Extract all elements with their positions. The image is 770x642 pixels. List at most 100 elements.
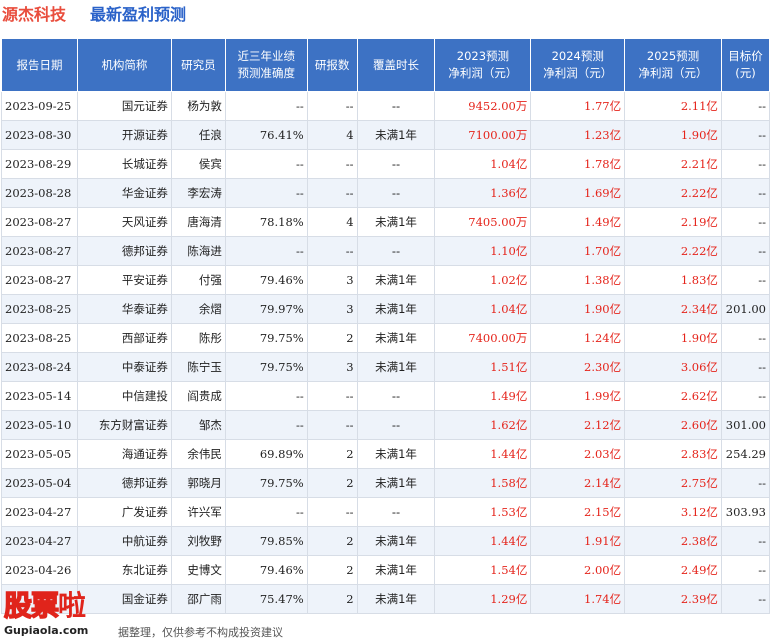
table-row[interactable]: 2023-08-25 华泰证券 余熠 79.97% 3 未满1年 1.04亿 1.90亿 2.3… <box>1 294 770 324</box>
column-header-coverage[interactable]: 覆盖时长 <box>356 38 436 92</box>
table-row[interactable]: 2023-05-04 德邦证券 郭晓月 79.75% 2 未满1年 1.58亿 2.14亿 2.… <box>1 468 770 498</box>
cell-institution: 中信建投 <box>76 381 172 411</box>
cell-profit-2023: 1.53亿 <box>434 497 532 527</box>
cell-institution: 西部证券 <box>76 323 172 353</box>
column-header-profit-2025[interactable]: 2025预测 净利润（元） <box>624 38 722 92</box>
cell-target-price: 303.93 <box>720 497 770 527</box>
table-row[interactable]: 2023-08-27 平安证券 付强 79.46% 3 未满1年 1.02亿 1.38亿 1.8… <box>1 265 770 295</box>
cell-coverage: 未满1年 <box>356 352 436 382</box>
table-row[interactable]: 2023-04-26 东北证券 史博文 79.46% 2 未满1年 1.54亿 2.00亿 2.… <box>1 555 770 585</box>
cell-profit-2025: 3.06亿 <box>624 352 722 382</box>
table-row[interactable]: 2023-08-29 长城证券 侯宾 -- -- -- 1.04亿 1.78亿 2.21亿 -- <box>1 149 770 179</box>
cell-analyst: 刘牧野 <box>170 526 226 556</box>
cell-profit-2025: 1.83亿 <box>624 265 722 295</box>
table-row[interactable]: 2023-04-27 广发证券 许兴军 -- -- -- 1.53亿 2.15亿 3.12亿 30… <box>1 497 770 527</box>
table-row[interactable]: 2023-05-05 海通证券 余伟民 69.89% 2 未满1年 1.44亿 2.03亿 2.… <box>1 439 770 469</box>
cell-report-count: -- <box>306 410 358 440</box>
cell-report-count: 2 <box>306 323 358 353</box>
column-header-institution[interactable]: 机构简称 <box>76 38 172 92</box>
cell-institution: 天风证券 <box>76 207 172 237</box>
cell-report-count: 2 <box>306 555 358 585</box>
cell-coverage: -- <box>356 381 436 411</box>
cell-target-price: 301.00 <box>720 410 770 440</box>
title-bar: 源杰科技 最新盈利预测 <box>0 0 770 34</box>
gupiaola-logo: 股票啦 <box>3 589 86 623</box>
cell-profit-2024: 1.38亿 <box>530 265 626 295</box>
cell-report-count: -- <box>306 91 358 121</box>
disclaimer-text: 据整理，仅供参考不构成投资建议 <box>118 626 283 639</box>
cell-profit-2024: 1.23亿 <box>530 120 626 150</box>
cell-profit-2025: 3.12亿 <box>624 497 722 527</box>
cell-target-price: 254.29 <box>720 439 770 469</box>
table-row[interactable]: 2023-08-28 华金证券 李宏涛 -- -- -- 1.36亿 1.69亿 2.22亿 -- <box>1 178 770 208</box>
cell-accuracy: 78.18% <box>224 207 308 237</box>
cell-institution: 华泰证券 <box>76 294 172 324</box>
cell-analyst: 杨为敦 <box>170 91 226 121</box>
cell-profit-2025: 2.22亿 <box>624 236 722 266</box>
cell-institution: 开源证券 <box>76 120 172 150</box>
cell-profit-2024: 2.14亿 <box>530 468 626 498</box>
cell-profit-2023: 1.10亿 <box>434 236 532 266</box>
cell-profit-2025: 2.62亿 <box>624 381 722 411</box>
cell-target-price: -- <box>720 236 770 266</box>
cell-profit-2023: 1.49亿 <box>434 381 532 411</box>
cell-profit-2024: 1.90亿 <box>530 294 626 324</box>
cell-report-count: 4 <box>306 207 358 237</box>
cell-profit-2025: 2.19亿 <box>624 207 722 237</box>
cell-coverage: 未满1年 <box>356 294 436 324</box>
cell-report-count: -- <box>306 178 358 208</box>
cell-profit-2024: 1.91亿 <box>530 526 626 556</box>
column-header-analyst[interactable]: 研究员 <box>170 38 226 92</box>
table-row[interactable]: 国金证券 邵广雨 75.47% 2 未满1年 1.29亿 1.74亿 2.39亿 -- <box>1 584 770 614</box>
cell-coverage: 未满1年 <box>356 555 436 585</box>
table-row[interactable]: 2023-04-27 中航证券 刘牧野 79.85% 2 未满1年 1.44亿 1.91亿 2.… <box>1 526 770 556</box>
column-header-report-count[interactable]: 研报数 <box>306 38 358 92</box>
column-header-target-price[interactable]: 目标价 (元) <box>720 38 770 92</box>
cell-report-date: 2023-08-24 <box>1 352 78 382</box>
cell-report-count: 2 <box>306 468 358 498</box>
cell-accuracy: -- <box>224 236 308 266</box>
cell-analyst: 邵广雨 <box>170 584 226 614</box>
cell-report-date: 2023-04-26 <box>1 555 78 585</box>
table-row[interactable]: 2023-09-25 国元证券 杨为敦 -- -- -- 9452.00万 1.77亿 2.11… <box>1 91 770 121</box>
table-row[interactable]: 2023-08-27 德邦证券 陈海进 -- -- -- 1.10亿 1.70亿 2.22亿 -- <box>1 236 770 266</box>
cell-report-date: 2023-04-27 <box>1 526 78 556</box>
page-subtitle: 最新盈利预测 <box>90 5 187 24</box>
cell-report-date: 2023-09-25 <box>1 91 78 121</box>
cell-report-date: 2023-05-10 <box>1 410 78 440</box>
cell-analyst: 付强 <box>170 265 226 295</box>
cell-accuracy: 79.46% <box>224 265 308 295</box>
cell-report-count: 3 <box>306 265 358 295</box>
cell-profit-2025: 2.34亿 <box>624 294 722 324</box>
table-row[interactable]: 2023-08-25 西部证券 陈彤 79.75% 2 未满1年 7400.00万 1.24亿… <box>1 323 770 353</box>
cell-profit-2023: 7400.00万 <box>434 323 532 353</box>
cell-report-count: 3 <box>306 352 358 382</box>
cell-analyst: 任浪 <box>170 120 226 150</box>
cell-profit-2023: 9452.00万 <box>434 91 532 121</box>
cell-target-price: -- <box>720 352 770 382</box>
column-header-report-date[interactable]: 报告日期 <box>1 38 78 92</box>
column-header-profit-2023[interactable]: 2023预测 净利润（元） <box>434 38 532 92</box>
table-row[interactable]: 2023-05-14 中信建投 阎贵成 -- -- -- 1.49亿 1.99亿 2.62亿 -- <box>1 381 770 411</box>
table-row[interactable]: 2023-08-27 天风证券 唐海清 78.18% 4 未满1年 7405.00万 1.49… <box>1 207 770 237</box>
cell-profit-2025: 2.75亿 <box>624 468 722 498</box>
table-row[interactable]: 2023-08-30 开源证券 任浪 76.41% 4 未满1年 7100.00万 1.23亿… <box>1 120 770 150</box>
column-header-profit-2024[interactable]: 2024预测 净利润（元） <box>530 38 626 92</box>
cell-profit-2023: 7405.00万 <box>434 207 532 237</box>
cell-institution: 海通证券 <box>76 439 172 469</box>
cell-report-count: -- <box>306 149 358 179</box>
column-header-accuracy[interactable]: 近三年业绩 预测准确度 <box>224 38 308 92</box>
cell-profit-2024: 2.15亿 <box>530 497 626 527</box>
stock-name[interactable]: 源杰科技 <box>2 5 67 24</box>
cell-report-date: 2023-08-25 <box>1 323 78 353</box>
cell-profit-2024: 1.74亿 <box>530 584 626 614</box>
table-row[interactable]: 2023-08-24 中泰证券 陈宁玉 79.75% 3 未满1年 1.51亿 2.30亿 3.… <box>1 352 770 382</box>
cell-coverage: 未满1年 <box>356 265 436 295</box>
table-row[interactable]: 2023-05-10 东方财富证券 邹杰 -- -- -- 1.62亿 2.12亿 2.60亿 3… <box>1 410 770 440</box>
cell-report-date: 2023-05-14 <box>1 381 78 411</box>
cell-coverage: -- <box>356 91 436 121</box>
cell-analyst: 唐海清 <box>170 207 226 237</box>
cell-report-count: 3 <box>306 294 358 324</box>
cell-target-price: -- <box>720 323 770 353</box>
cell-report-date: 2023-08-30 <box>1 120 78 150</box>
